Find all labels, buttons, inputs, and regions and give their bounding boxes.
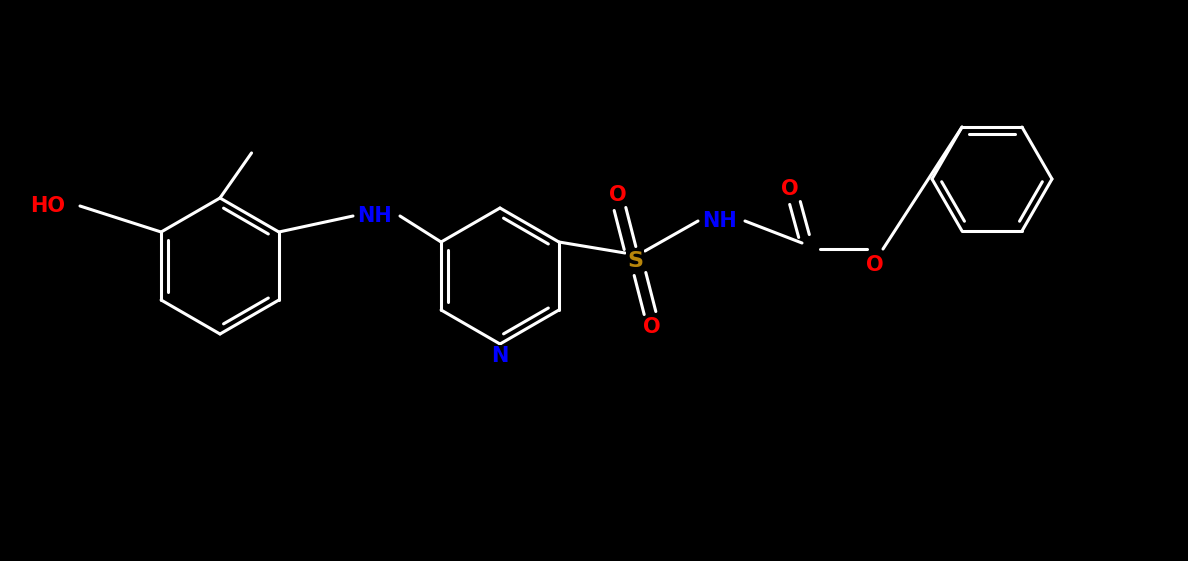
Text: NH: NH bbox=[358, 206, 392, 226]
Text: O: O bbox=[782, 179, 798, 199]
Text: NH: NH bbox=[702, 211, 738, 231]
Text: O: O bbox=[609, 185, 627, 205]
Text: N: N bbox=[492, 346, 508, 366]
Text: O: O bbox=[866, 255, 884, 275]
Text: HO: HO bbox=[31, 196, 65, 216]
Text: S: S bbox=[627, 251, 643, 271]
Text: O: O bbox=[643, 317, 661, 337]
